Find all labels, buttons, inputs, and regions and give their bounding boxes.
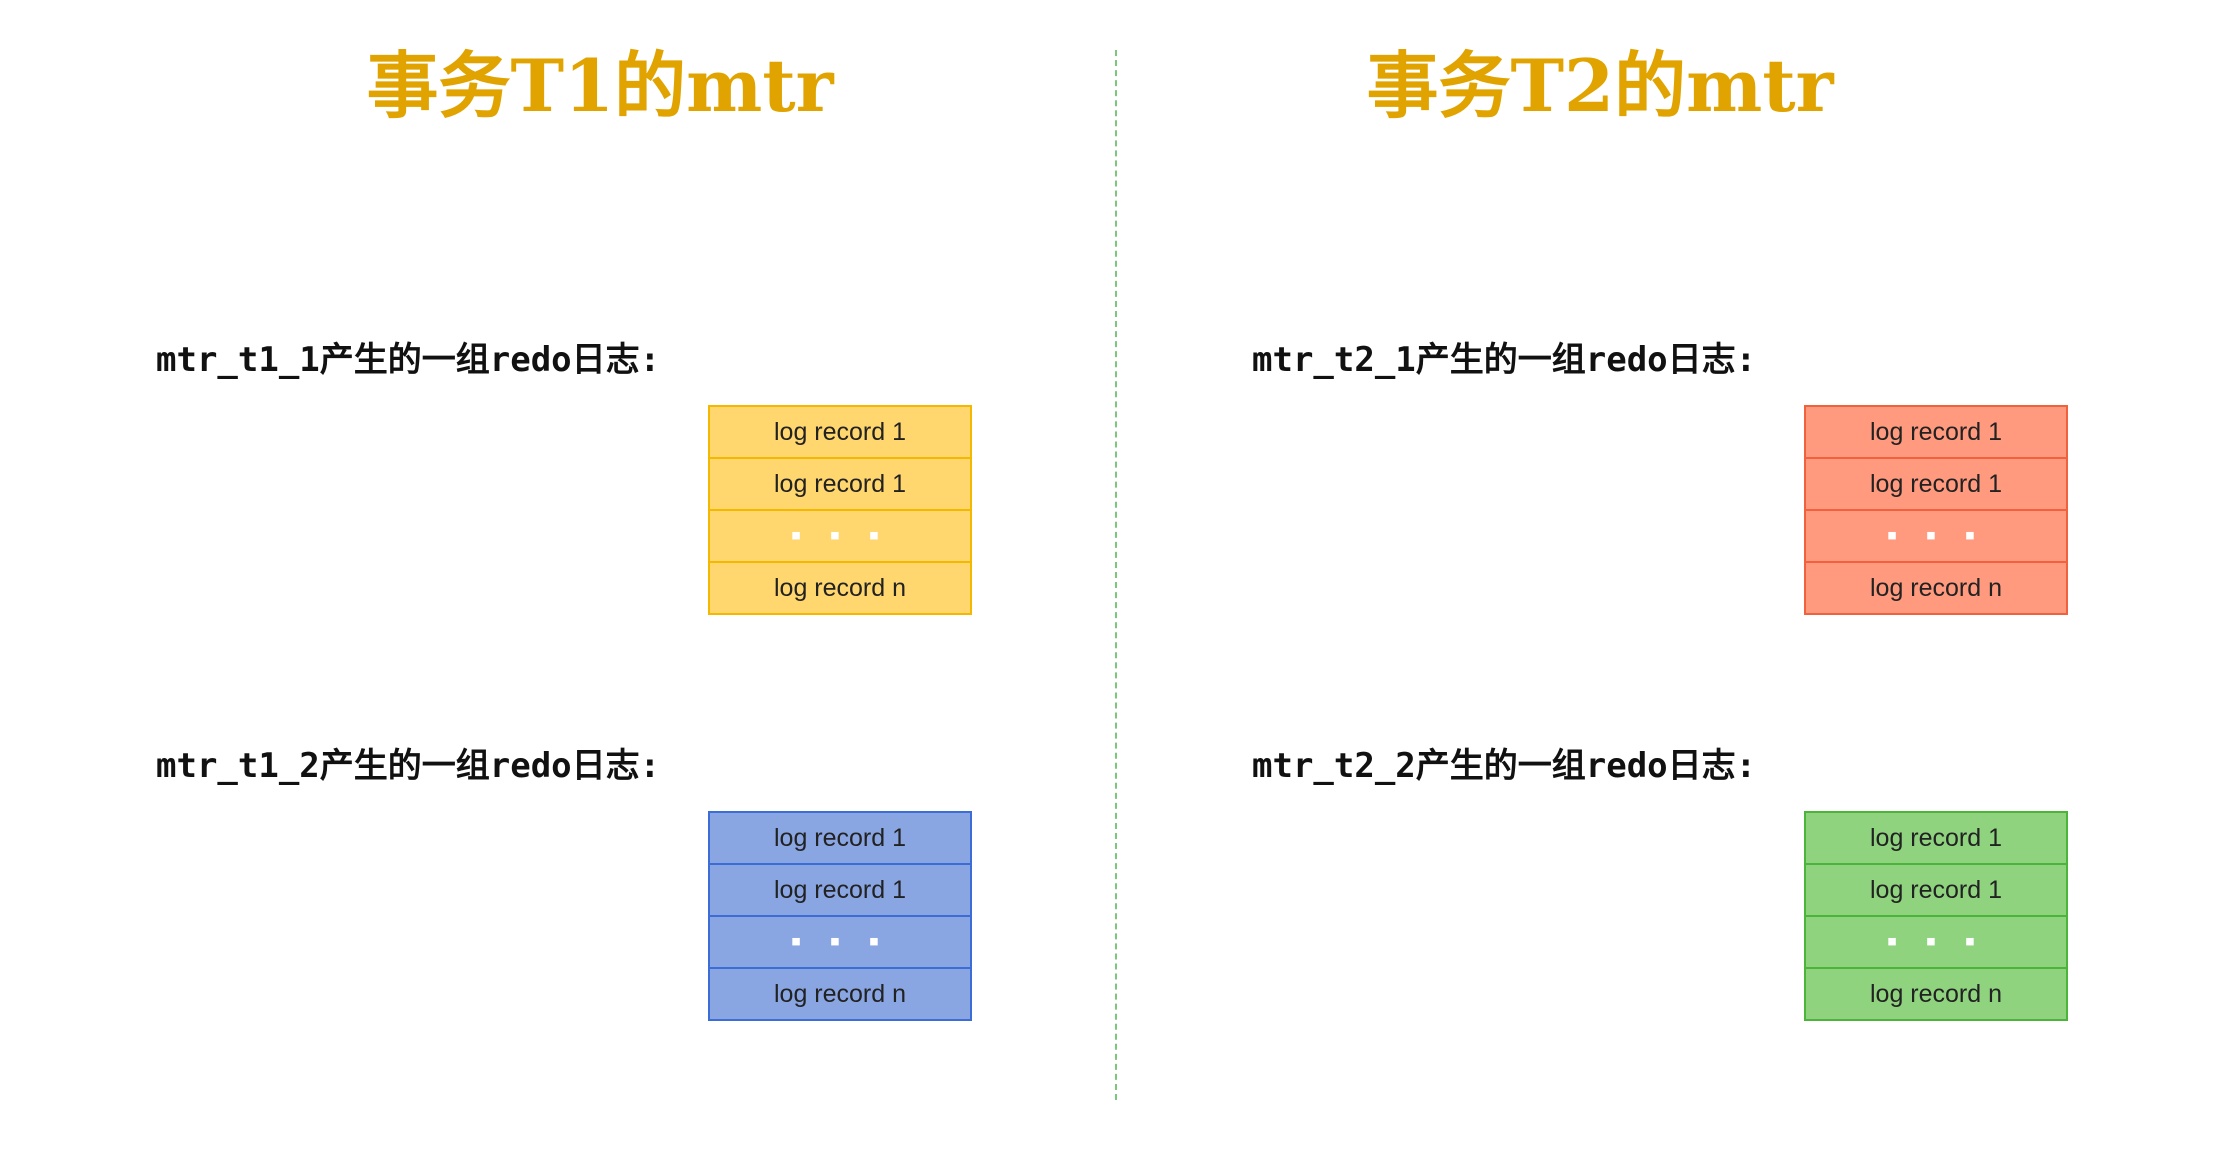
log-record-ellipsis: ▪ ▪ ▪ [708, 511, 972, 563]
log-stack-t2-1: log record 1 log record 1 ▪ ▪ ▪ log reco… [1804, 405, 2068, 615]
log-stack-t2-2: log record 1 log record 1 ▪ ▪ ▪ log reco… [1804, 811, 2068, 1021]
log-record-ellipsis: ▪ ▪ ▪ [708, 917, 972, 969]
log-record-ellipsis: ▪ ▪ ▪ [1804, 511, 2068, 563]
log-record: log record n [1804, 969, 2068, 1021]
log-record: log record n [708, 563, 972, 615]
log-record: log record n [708, 969, 972, 1021]
log-record: log record 1 [708, 405, 972, 459]
transaction-t1-title: 事务T1的mtr [366, 43, 834, 128]
transaction-t2-title: 事务T2的mtr [1366, 43, 1834, 128]
log-stack-t1-2: log record 1 log record 1 ▪ ▪ ▪ log reco… [708, 811, 972, 1021]
log-stack-t1-1: log record 1 log record 1 ▪ ▪ ▪ log reco… [708, 405, 972, 615]
log-record: log record 1 [1804, 459, 2068, 511]
log-record: log record 1 [1804, 811, 2068, 865]
group-label-t1-2: mtr_t1_2产生的一组redo日志: [156, 746, 661, 786]
group-label-t1-1: mtr_t1_1产生的一组redo日志: [156, 340, 661, 380]
log-record: log record 1 [708, 865, 972, 917]
log-record: log record 1 [708, 459, 972, 511]
log-record: log record n [1804, 563, 2068, 615]
log-record-ellipsis: ▪ ▪ ▪ [1804, 917, 2068, 969]
group-label-t2-2: mtr_t2_2产生的一组redo日志: [1252, 746, 1757, 786]
log-record: log record 1 [708, 811, 972, 865]
group-label-t2-1: mtr_t2_1产生的一组redo日志: [1252, 340, 1757, 380]
log-record: log record 1 [1804, 405, 2068, 459]
center-divider [1115, 50, 1117, 1100]
log-record: log record 1 [1804, 865, 2068, 917]
